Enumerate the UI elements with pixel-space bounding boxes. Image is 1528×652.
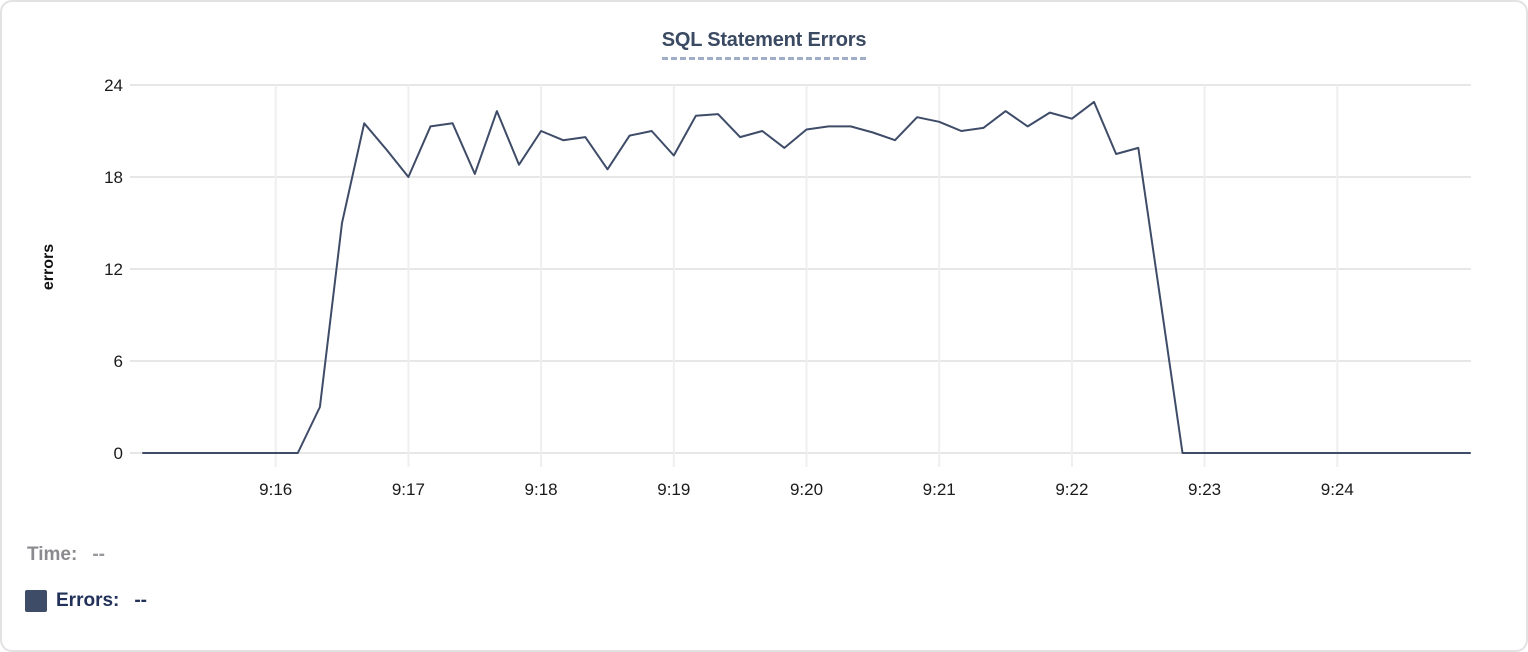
errors-series-line[interactable]	[142, 100, 1471, 454]
legend-errors-row[interactable]: Errors: --	[25, 590, 147, 612]
x-tick-label: 9:16	[259, 480, 292, 499]
y-tick-label: 0	[114, 444, 123, 463]
x-tick-label: 9:19	[657, 480, 690, 499]
errors-series-swatch-icon	[25, 590, 47, 612]
y-tick-label: 18	[104, 168, 123, 187]
y-axis-label: errors	[40, 243, 57, 291]
y-tick-label: 12	[104, 260, 123, 279]
errors-value: --	[134, 590, 148, 611]
chart-title[interactable]: SQL Statement Errors	[661, 29, 866, 60]
x-tick-label: 9:21	[923, 480, 956, 499]
chart-header: SQL Statement Errors	[2, 29, 1526, 60]
y-tick-label: 24	[104, 76, 123, 95]
x-tick-label: 9:22	[1055, 480, 1088, 499]
y-tick-label: 6	[114, 352, 123, 371]
time-value: --	[92, 544, 105, 565]
x-tick-label: 9:23	[1188, 480, 1221, 499]
x-tick-label: 9:18	[525, 480, 558, 499]
errors-label: Errors:	[56, 590, 120, 611]
tooltip-time-row: Time: --	[27, 544, 105, 566]
x-tick-label: 9:17	[392, 480, 425, 499]
time-label: Time:	[27, 544, 78, 565]
x-tick-label: 9:24	[1321, 480, 1354, 499]
x-tick-label: 9:20	[790, 480, 823, 499]
